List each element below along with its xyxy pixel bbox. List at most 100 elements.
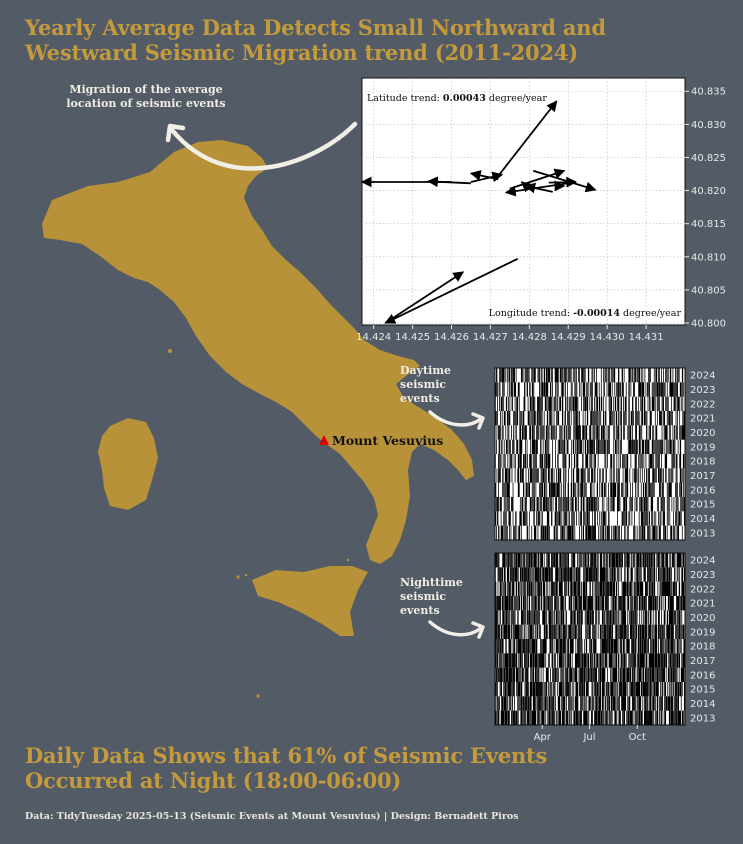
- event-stripe: [601, 497, 603, 512]
- event-stripe: [608, 639, 609, 654]
- event-stripe: [670, 396, 672, 411]
- event-stripe: [519, 425, 521, 440]
- event-stripe: [515, 567, 517, 582]
- event-stripe: [527, 581, 529, 596]
- migration-annotation: Migration of the average location of sei…: [52, 83, 240, 111]
- event-stripe: [611, 482, 613, 497]
- event-stripe: [620, 454, 621, 469]
- event-stripe: [574, 653, 576, 668]
- event-stripe: [644, 710, 646, 725]
- event-stripe: [579, 581, 581, 596]
- event-stripe: [682, 468, 684, 483]
- event-stripe: [621, 682, 622, 697]
- event-stripe: [613, 425, 615, 440]
- event-stripe: [548, 624, 550, 639]
- event-stripe: [505, 624, 507, 639]
- event-stripe: [673, 710, 674, 725]
- event-stripe: [666, 439, 668, 454]
- event-stripe: [585, 710, 587, 725]
- event-stripe: [633, 639, 635, 654]
- event-stripe: [644, 639, 646, 654]
- event-stripe: [585, 710, 587, 725]
- event-stripe: [576, 682, 578, 697]
- event-stripe: [532, 610, 534, 625]
- event-stripe: [538, 368, 540, 383]
- event-stripe: [569, 682, 571, 697]
- event-stripe: [618, 368, 620, 383]
- event-stripe: [677, 596, 678, 611]
- event-stripe: [618, 411, 619, 426]
- event-stripe: [503, 482, 505, 497]
- event-stripe: [553, 696, 555, 711]
- event-stripe: [664, 382, 666, 397]
- event-stripe: [614, 710, 616, 725]
- event-stripe: [514, 596, 515, 611]
- event-stripe: [664, 596, 666, 611]
- event-stripe: [675, 511, 676, 526]
- event-stripe: [648, 368, 649, 383]
- event-stripe: [619, 382, 621, 397]
- event-stripe: [572, 396, 574, 411]
- event-stripe: [618, 396, 619, 411]
- event-stripe: [624, 581, 626, 596]
- event-stripe: [505, 482, 507, 497]
- event-stripe: [640, 439, 642, 454]
- event-stripe: [514, 468, 516, 483]
- event-stripe: [607, 639, 608, 654]
- event-stripe: [554, 581, 555, 596]
- event-stripe: [575, 382, 577, 397]
- event-stripe: [672, 639, 673, 654]
- event-stripe: [652, 511, 654, 526]
- event-stripe: [666, 396, 668, 411]
- event-stripe: [654, 682, 656, 697]
- event-stripe: [530, 639, 532, 654]
- migration-arrow: [470, 171, 504, 183]
- event-stripe: [524, 624, 525, 639]
- event-stripe: [670, 581, 672, 596]
- event-stripe: [666, 610, 668, 625]
- event-stripe: [635, 653, 636, 668]
- event-stripe: [547, 368, 549, 383]
- event-stripe: [664, 525, 666, 540]
- event-stripe: [669, 525, 671, 540]
- event-stripe: [585, 624, 587, 639]
- event-stripe: [622, 653, 624, 668]
- event-stripe: [544, 610, 546, 625]
- event-stripe: [504, 581, 506, 596]
- event-stripe: [582, 581, 584, 596]
- event-stripe: [528, 581, 530, 596]
- event-stripe: [523, 696, 524, 711]
- event-stripe: [623, 411, 624, 426]
- event-stripe: [499, 639, 501, 654]
- event-stripe: [506, 439, 508, 454]
- year-label: 2022: [690, 584, 715, 595]
- event-stripe: [591, 710, 592, 725]
- event-stripe: [540, 468, 542, 483]
- event-stripe: [522, 497, 524, 512]
- event-stripe: [624, 482, 626, 497]
- event-stripe: [571, 439, 573, 454]
- event-stripe: [499, 667, 500, 682]
- event-stripe: [669, 581, 671, 596]
- event-stripe: [515, 525, 517, 540]
- event-stripe: [530, 667, 532, 682]
- event-stripe: [600, 382, 602, 397]
- event-stripe: [659, 525, 661, 540]
- event-stripe: [648, 553, 650, 568]
- event-stripe: [681, 482, 683, 497]
- event-stripe: [666, 425, 668, 440]
- event-stripe: [674, 525, 675, 540]
- event-stripe: [558, 468, 560, 483]
- event-stripe: [639, 553, 641, 568]
- event-stripe: [661, 710, 663, 725]
- event-stripe: [616, 653, 618, 668]
- event-stripe: [568, 596, 570, 611]
- event-stripe: [666, 553, 668, 568]
- event-stripe: [524, 653, 525, 668]
- event-stripe: [614, 425, 616, 440]
- event-stripe: [509, 581, 511, 596]
- event-stripe: [617, 624, 619, 639]
- event-stripe: [525, 439, 526, 454]
- event-stripe: [534, 653, 536, 668]
- event-stripe: [540, 553, 542, 568]
